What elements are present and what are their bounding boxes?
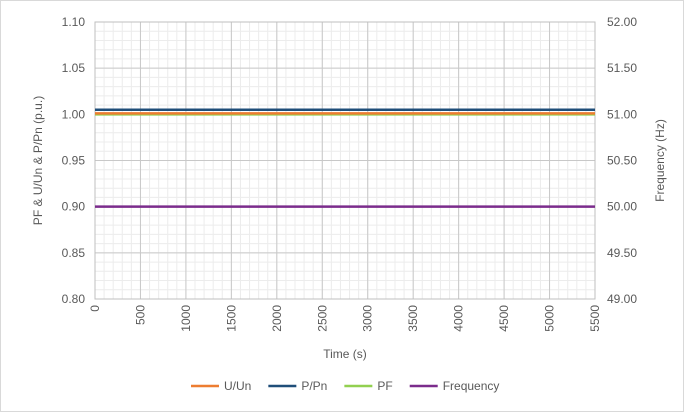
x-tick-label: 0 [88,305,102,312]
y2-axis-label: Frequency (Hz) [653,119,667,202]
x-axis-ticks: 0 500 1000 1500 2000 2500 3000 3500 4000 4500 5000… [88,305,602,332]
x-tick-label: 500 [133,305,147,325]
y-tick-label: 1.05 [62,61,86,75]
major-gridlines [94,21,596,300]
legend-label-frequency: Frequency [443,379,500,393]
x-tick-label: 4500 [497,305,511,332]
y2-tick-label: 49.00 [607,292,637,306]
y-axis-ticks: 0.80 0.85 0.90 0.95 1.00 1.05 1.10 [62,15,86,306]
x-tick-label: 5000 [543,305,557,332]
x-tick-label: 1000 [179,305,193,332]
y-tick-label: 0.90 [62,200,86,214]
y2-tick-label: 50.00 [607,200,637,214]
y2-tick-label: 50.50 [607,154,637,168]
legend-label-u-un: U/Un [224,379,251,393]
y-tick-label: 0.80 [62,292,86,306]
y2-tick-label: 51.00 [607,107,637,121]
y-tick-label: 1.10 [62,15,86,29]
y2-tick-label: 52.00 [607,15,637,29]
series-layer [95,108,595,208]
y2-axis-ticks: 49.00 49.50 50.00 50.50 51.00 51.50 52.00 [607,15,637,306]
x-tick-label: 3500 [406,305,420,332]
y-tick-label: 0.95 [62,154,86,168]
y-tick-label: 1.00 [62,107,86,121]
x-tick-label: 2500 [315,305,329,332]
x-tick-label: 4000 [452,305,466,332]
x-tick-label: 5500 [588,305,602,332]
legend-label-pf: PF [377,379,392,393]
y2-tick-label: 51.50 [607,61,637,75]
plot-area [94,21,596,300]
legend: U/Un P/Pn PF Frequency [191,379,499,393]
x-tick-label: 3000 [361,305,375,332]
legend-label-p-pn: P/Pn [301,379,327,393]
y-axis-label: PF & U/Un & P/Pn (p.u.) [31,96,45,225]
y2-tick-label: 49.50 [607,246,637,260]
y-tick-label: 0.85 [62,246,86,260]
x-tick-label: 1500 [224,305,238,332]
x-tick-label: 2000 [270,305,284,332]
x-axis-label: Time (s) [323,347,367,361]
